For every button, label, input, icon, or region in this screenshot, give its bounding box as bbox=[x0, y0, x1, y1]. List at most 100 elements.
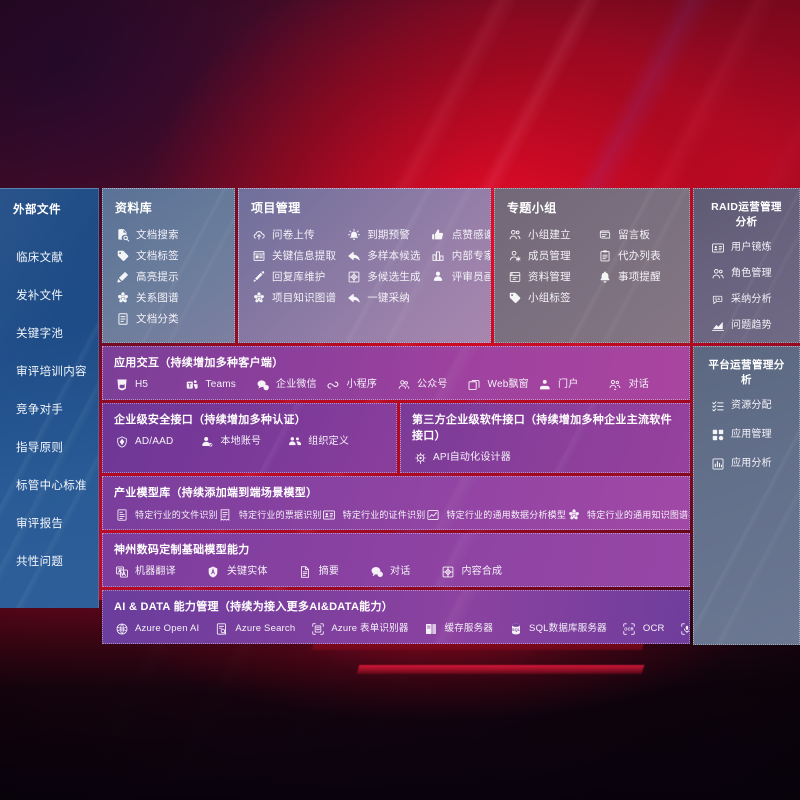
sidebar-item-supplement-docs[interactable]: 发补文件 bbox=[16, 290, 64, 302]
tg-item-label: 代办列表 bbox=[618, 249, 661, 262]
pm-item-project-knowledge-graph[interactable]: 项目知识图谱 bbox=[251, 290, 336, 305]
sec-item-org-define[interactable]: 组织定义 bbox=[287, 434, 349, 449]
raid-item-label: 采纳分析 bbox=[731, 293, 772, 305]
tg-item-member-management[interactable]: 成员管理 bbox=[507, 248, 587, 263]
ai-item-teams[interactable]: Teams bbox=[185, 377, 256, 392]
sidebar-external-files: 外部文件 临床文献 发补文件 关键字池 审评培训内容 竞争对手 指导原则 标管中… bbox=[0, 188, 99, 608]
kb-item-document-search[interactable]: 文档搜索 bbox=[115, 227, 222, 242]
ad-item-speech-understanding[interactable]: 语音理解 bbox=[680, 621, 689, 636]
bm-item-machine-translation[interactable]: 机器翻译 bbox=[114, 564, 176, 579]
svg-text:SQL: SQL bbox=[512, 627, 521, 631]
im-item-file-recognition[interactable]: 特定行业的文件识别 bbox=[114, 507, 218, 522]
raid-item-user-profile[interactable]: 用户镜炼 bbox=[706, 240, 787, 255]
sidebar-item-keyword-pool[interactable]: 关键字池 bbox=[16, 328, 64, 340]
compose-icon bbox=[440, 564, 455, 579]
cache-server-icon bbox=[424, 621, 439, 636]
graph-icon bbox=[251, 290, 266, 305]
kb-item-document-tag[interactable]: 文档标签 bbox=[115, 248, 222, 263]
panel-raid-analysis: RAID运营管理分析 用户镜炼 角色管理 QA 采纳分析 问题趋势 bbox=[693, 188, 800, 343]
pm-item-key-info-extract[interactable]: 关键信息提取 bbox=[251, 248, 336, 263]
plat-item-app-analysis[interactable]: 应用分析 bbox=[706, 456, 787, 471]
pm-item-multi-candidate-generate[interactable]: 多候选生成 bbox=[346, 269, 421, 284]
kb-item-label: 关系图谱 bbox=[136, 291, 179, 304]
topic-group-items: 小组建立 留言板 成员管理 代办列表 bbox=[507, 227, 677, 305]
pm-item-like-thanks[interactable]: 点赞感谢 bbox=[431, 227, 490, 242]
im-item-receipt-recognition[interactable]: 特定行业的票据识别 bbox=[218, 507, 322, 522]
sidebar-item-competitors[interactable]: 竞争对手 bbox=[16, 404, 64, 416]
pm-item-multi-sample-candidate[interactable]: 多样本候选 bbox=[346, 248, 421, 263]
ad-item-ocr[interactable]: OCR OCR bbox=[622, 621, 665, 636]
ad-item-azure-search[interactable]: Azure Search bbox=[214, 621, 295, 636]
ad-item-form-recognizer[interactable]: Azure 表单识别器 bbox=[310, 621, 408, 636]
ai-item-web-popup[interactable]: Web飘窗 bbox=[467, 377, 538, 392]
sidebar-item-guidelines[interactable]: 指导原则 bbox=[16, 442, 64, 454]
raid-item-adoption-analysis[interactable]: QA 采纳分析 bbox=[706, 292, 787, 307]
sec-item-local-account[interactable]: 本地账号 bbox=[199, 434, 261, 449]
app-interaction-items: H5 Teams 企业微信 小程序 公众号 bbox=[114, 377, 678, 392]
ad-item-azure-open-ai[interactable]: Azure Open AI bbox=[114, 621, 199, 636]
pm-item-label: 问卷上传 bbox=[272, 228, 315, 241]
highlighter-icon bbox=[115, 269, 130, 284]
kb-item-highlight[interactable]: 高亮提示 bbox=[115, 269, 222, 284]
raid-item-role-management[interactable]: 角色管理 bbox=[706, 266, 787, 281]
tg-item-create-group[interactable]: 小组建立 bbox=[507, 227, 587, 242]
tag-icon bbox=[507, 290, 522, 305]
tp-item-api-designer[interactable]: API自动化设计器 bbox=[412, 450, 511, 465]
im-item-knowledge-graph-model[interactable]: 特定行业的通用知识图谱模型 bbox=[566, 507, 689, 522]
trend-chart-icon bbox=[710, 318, 725, 333]
raid-analysis-title: RAID运营管理分析 bbox=[711, 201, 782, 228]
idcard-recognize-icon bbox=[322, 507, 337, 522]
sec-item-ad-aad[interactable]: AD/AAD bbox=[114, 434, 173, 449]
tg-item-material-management[interactable]: 资料管理 bbox=[507, 269, 587, 284]
tag-icon bbox=[115, 248, 130, 263]
document-list-icon bbox=[115, 311, 130, 326]
ai-item-miniprogram[interactable]: 小程序 bbox=[326, 377, 397, 392]
bm-item-dialog[interactable]: 对话 bbox=[369, 564, 410, 579]
summary-doc-icon bbox=[298, 564, 313, 579]
ad-item-label: SQL数据库服务器 bbox=[529, 622, 607, 634]
ai-item-dialog[interactable]: 对话 bbox=[608, 377, 679, 392]
sidebar-item-clinical-literature[interactable]: 临床文献 bbox=[16, 252, 64, 264]
band-security-interface: 企业级安全接口（持续增加多种认证） AD/AAD 本地账号 组织定义 bbox=[102, 403, 397, 473]
pm-item-reply-library-maintain[interactable]: 回复库维护 bbox=[251, 269, 336, 284]
shield-icon bbox=[114, 434, 129, 449]
ai-item-official-account[interactable]: 公众号 bbox=[396, 377, 467, 392]
ad-item-sql-database-server[interactable]: SQL SQL数据库服务器 bbox=[508, 621, 607, 636]
document-search-icon bbox=[115, 227, 130, 242]
kb-item-relation-graph[interactable]: 关系图谱 bbox=[115, 290, 222, 305]
plat-item-label: 资源分配 bbox=[731, 399, 772, 411]
tg-item-item-reminder[interactable]: 事项提醒 bbox=[597, 269, 677, 284]
platform-analysis-items: 资源分配 应用管理 应用分析 bbox=[706, 398, 787, 471]
sidebar-item-common-issues[interactable]: 共性问题 bbox=[16, 556, 64, 568]
bm-item-summary[interactable]: 摘要 bbox=[298, 564, 339, 579]
ai-item-wecom[interactable]: 企业微信 bbox=[255, 377, 326, 392]
im-item-data-analysis-model[interactable]: 特定行业的通用数据分析模型 bbox=[425, 507, 566, 522]
pm-item-label: 到期预警 bbox=[367, 228, 411, 241]
plat-item-app-management[interactable]: 应用管理 bbox=[706, 427, 787, 442]
ai-item-h5[interactable]: H5 bbox=[114, 377, 185, 392]
sidebar-item-standards-center[interactable]: 标管中心标准 bbox=[16, 480, 87, 492]
panel-platform-analysis: 平台运营管理分析 资源分配 应用管理 应用分析 bbox=[693, 346, 800, 645]
tg-item-message-board[interactable]: 留言板 bbox=[597, 227, 677, 242]
bm-item-key-entity[interactable]: 关键实体 bbox=[206, 564, 268, 579]
bm-item-content-synthesis[interactable]: 内容合成 bbox=[440, 564, 502, 579]
im-item-idcard-recognition[interactable]: 特定行业的证件识别 bbox=[322, 507, 426, 522]
plat-item-label: 应用分析 bbox=[731, 457, 772, 469]
tg-item-group-tag[interactable]: 小组标签 bbox=[507, 290, 587, 305]
pm-item-due-alert[interactable]: 到期预警 bbox=[346, 227, 421, 242]
pm-item-internal-expert-ranking[interactable]: 内部专家排名 bbox=[431, 248, 490, 263]
pm-item-reviewer-profile[interactable]: 评审员画像 bbox=[431, 269, 490, 284]
tg-item-todo-list[interactable]: 代办列表 bbox=[597, 248, 677, 263]
plat-item-label: 应用管理 bbox=[731, 428, 772, 440]
raid-item-issue-trend[interactable]: 问题趋势 bbox=[706, 318, 787, 333]
sidebar-item-review-training[interactable]: 审评培训内容 bbox=[16, 366, 87, 378]
openai-icon bbox=[114, 621, 129, 636]
task-list-icon bbox=[710, 398, 725, 413]
ad-item-cache-server[interactable]: 缓存服务器 bbox=[424, 621, 494, 636]
pm-item-questionnaire-upload[interactable]: 问卷上传 bbox=[251, 227, 336, 242]
pm-item-one-click-adopt[interactable]: 一键采纳 bbox=[346, 290, 421, 305]
kb-item-document-classify[interactable]: 文档分类 bbox=[115, 311, 222, 326]
sidebar-item-review-report[interactable]: 审评报告 bbox=[16, 518, 64, 530]
plat-item-resource-allocation[interactable]: 资源分配 bbox=[706, 398, 787, 413]
ai-item-portal[interactable]: 门户 bbox=[537, 377, 608, 392]
